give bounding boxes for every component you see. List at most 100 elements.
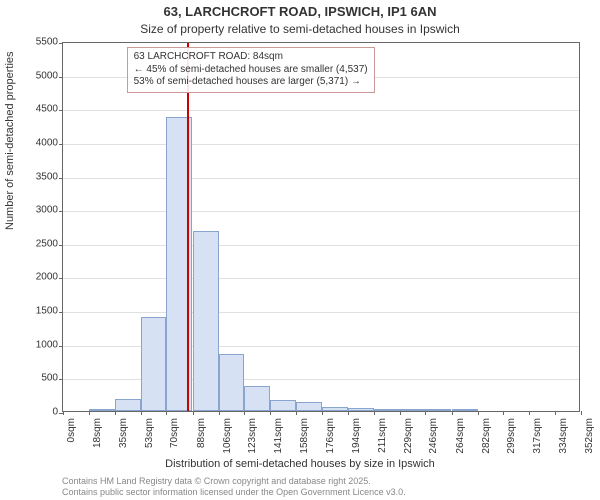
xtick-mark	[219, 411, 220, 415]
ytick-mark	[59, 312, 63, 313]
histogram-bar	[89, 409, 114, 411]
footer-line1: Contains HM Land Registry data © Crown c…	[62, 476, 406, 487]
chart-title-line2: Size of property relative to semi-detach…	[0, 22, 600, 36]
ytick-mark	[59, 211, 63, 212]
plot-area: 63 LARCHCROFT ROAD: 84sqm ← 45% of semi-…	[62, 42, 580, 412]
chart-container: 63, LARCHCROFT ROAD, IPSWICH, IP1 6AN Si…	[0, 0, 600, 500]
annotation-line1: 63 LARCHCROFT ROAD: 84sqm	[134, 51, 368, 64]
xtick-mark	[503, 411, 504, 415]
annotation-box: 63 LARCHCROFT ROAD: 84sqm ← 45% of semi-…	[127, 47, 375, 93]
xtick-mark	[581, 411, 582, 415]
xtick-mark	[400, 411, 401, 415]
xtick-mark	[244, 411, 245, 415]
xtick-label: 352sqm	[584, 418, 595, 454]
chart-footer: Contains HM Land Registry data © Crown c…	[62, 476, 406, 498]
ytick-label: 3000	[18, 205, 58, 216]
y-axis-label: Number of semi-detached properties	[4, 51, 16, 230]
xtick-mark	[322, 411, 323, 415]
gridline	[63, 110, 579, 111]
ytick-label: 0	[18, 407, 58, 418]
histogram-bar	[348, 408, 373, 411]
histogram-bar	[374, 409, 400, 411]
xtick-label: 141sqm	[273, 418, 284, 454]
ytick-label: 1000	[18, 339, 58, 350]
xtick-mark	[141, 411, 142, 415]
xtick-label: 211sqm	[377, 418, 388, 453]
gridline	[63, 312, 579, 313]
xtick-mark	[452, 411, 453, 415]
ytick-mark	[59, 110, 63, 111]
xtick-label: 106sqm	[222, 418, 233, 454]
xtick-mark	[374, 411, 375, 415]
gridline	[63, 178, 579, 179]
chart-title-line1: 63, LARCHCROFT ROAD, IPSWICH, IP1 6AN	[0, 4, 600, 19]
xtick-mark	[425, 411, 426, 415]
xtick-label: 299sqm	[506, 418, 517, 454]
xtick-mark	[89, 411, 90, 415]
ytick-mark	[59, 43, 63, 44]
histogram-bar	[244, 386, 270, 411]
xtick-label: 176sqm	[325, 418, 336, 454]
gridline	[63, 245, 579, 246]
x-axis-label: Distribution of semi-detached houses by …	[0, 458, 600, 470]
xtick-label: 70sqm	[169, 418, 180, 448]
xtick-mark	[193, 411, 194, 415]
xtick-label: 282sqm	[481, 418, 492, 454]
xtick-label: 18sqm	[92, 418, 103, 448]
ytick-label: 2500	[18, 238, 58, 249]
xtick-label: 88sqm	[196, 418, 207, 448]
xtick-label: 123sqm	[247, 418, 258, 454]
gridline	[63, 211, 579, 212]
ytick-label: 1500	[18, 306, 58, 317]
ytick-mark	[59, 278, 63, 279]
xtick-mark	[348, 411, 349, 415]
histogram-bar	[115, 399, 141, 411]
xtick-mark	[115, 411, 116, 415]
ytick-label: 4500	[18, 104, 58, 115]
xtick-mark	[529, 411, 530, 415]
histogram-bar	[270, 400, 295, 411]
xtick-label: 334sqm	[558, 418, 569, 454]
ytick-label: 5500	[18, 37, 58, 48]
gridline	[63, 278, 579, 279]
xtick-mark	[270, 411, 271, 415]
ytick-mark	[59, 346, 63, 347]
annotation-line3: 53% of semi-detached houses are larger (…	[134, 76, 368, 89]
histogram-bar	[425, 409, 451, 411]
histogram-bar	[193, 231, 219, 411]
property-marker-line	[187, 43, 189, 411]
histogram-bar	[219, 354, 244, 411]
xtick-mark	[296, 411, 297, 415]
histogram-bar	[296, 402, 322, 411]
ytick-label: 5000	[18, 70, 58, 81]
histogram-bar	[141, 317, 166, 411]
xtick-label: 246sqm	[428, 418, 439, 454]
xtick-label: 317sqm	[532, 418, 543, 454]
xtick-label: 158sqm	[299, 418, 310, 454]
annotation-line2: ← 45% of semi-detached houses are smalle…	[134, 64, 368, 77]
gridline	[63, 144, 579, 145]
ytick-mark	[59, 379, 63, 380]
ytick-label: 2000	[18, 272, 58, 283]
ytick-mark	[59, 77, 63, 78]
xtick-label: 194sqm	[351, 418, 362, 454]
ytick-mark	[59, 245, 63, 246]
ytick-mark	[59, 178, 63, 179]
ytick-label: 4000	[18, 137, 58, 148]
xtick-label: 229sqm	[403, 418, 414, 454]
xtick-mark	[166, 411, 167, 415]
xtick-label: 264sqm	[455, 418, 466, 454]
ytick-mark	[59, 144, 63, 145]
histogram-bar	[452, 409, 478, 411]
ytick-label: 500	[18, 373, 58, 384]
footer-line2: Contains public sector information licen…	[62, 487, 406, 498]
histogram-bar	[322, 407, 348, 411]
xtick-mark	[63, 411, 64, 415]
xtick-label: 53sqm	[144, 418, 155, 448]
xtick-mark	[478, 411, 479, 415]
histogram-bar	[400, 409, 425, 411]
xtick-label: 0sqm	[66, 418, 77, 442]
ytick-label: 3500	[18, 171, 58, 182]
xtick-mark	[555, 411, 556, 415]
xtick-label: 35sqm	[118, 418, 129, 448]
